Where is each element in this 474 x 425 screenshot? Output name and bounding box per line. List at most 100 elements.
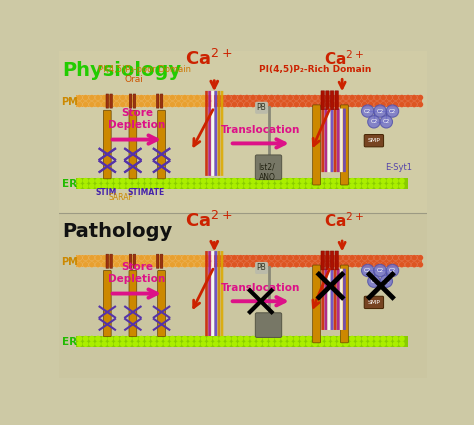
Circle shape	[176, 102, 182, 108]
Circle shape	[362, 183, 367, 189]
Circle shape	[331, 255, 337, 261]
Circle shape	[138, 183, 145, 189]
Circle shape	[331, 95, 337, 100]
Circle shape	[325, 255, 330, 261]
Circle shape	[349, 95, 355, 100]
Circle shape	[281, 95, 287, 100]
Circle shape	[76, 262, 82, 268]
Circle shape	[287, 95, 293, 100]
Circle shape	[207, 336, 212, 342]
Text: Orai: Orai	[125, 75, 144, 84]
Circle shape	[263, 255, 268, 261]
Circle shape	[76, 178, 82, 184]
Circle shape	[101, 255, 107, 261]
FancyBboxPatch shape	[328, 269, 330, 330]
Circle shape	[287, 341, 293, 347]
Circle shape	[386, 336, 392, 342]
Circle shape	[250, 336, 256, 342]
Circle shape	[337, 102, 343, 108]
Circle shape	[170, 341, 175, 347]
Circle shape	[114, 183, 119, 189]
Circle shape	[201, 341, 206, 347]
Circle shape	[176, 178, 182, 184]
Circle shape	[237, 262, 244, 268]
Circle shape	[182, 255, 188, 261]
Circle shape	[101, 262, 107, 268]
Circle shape	[138, 336, 145, 342]
Circle shape	[300, 183, 306, 189]
FancyBboxPatch shape	[76, 178, 408, 189]
Circle shape	[331, 262, 337, 268]
Circle shape	[207, 262, 212, 268]
Circle shape	[163, 102, 169, 108]
Circle shape	[331, 341, 337, 347]
FancyBboxPatch shape	[205, 91, 208, 176]
Circle shape	[263, 336, 268, 342]
Circle shape	[225, 341, 231, 347]
Circle shape	[318, 102, 324, 108]
Circle shape	[194, 255, 200, 261]
Circle shape	[269, 102, 274, 108]
Circle shape	[170, 262, 175, 268]
Circle shape	[356, 255, 361, 261]
Circle shape	[89, 255, 95, 261]
Circle shape	[126, 336, 132, 342]
FancyBboxPatch shape	[158, 110, 165, 179]
Text: Store
Depletion: Store Depletion	[108, 262, 165, 284]
Circle shape	[405, 262, 411, 268]
Circle shape	[374, 255, 380, 261]
Circle shape	[76, 183, 82, 189]
FancyBboxPatch shape	[129, 270, 137, 337]
Circle shape	[201, 95, 206, 100]
Circle shape	[281, 183, 287, 189]
Circle shape	[368, 275, 380, 287]
Circle shape	[269, 183, 274, 189]
Circle shape	[201, 183, 206, 189]
FancyBboxPatch shape	[335, 251, 338, 270]
Circle shape	[392, 341, 399, 347]
Circle shape	[287, 178, 293, 184]
Circle shape	[318, 262, 324, 268]
Circle shape	[126, 178, 132, 184]
Circle shape	[325, 102, 330, 108]
Circle shape	[108, 95, 113, 100]
Circle shape	[362, 178, 367, 184]
Circle shape	[318, 336, 324, 342]
Circle shape	[337, 183, 343, 189]
Circle shape	[231, 262, 237, 268]
Circle shape	[250, 255, 256, 261]
Circle shape	[244, 262, 250, 268]
Circle shape	[263, 183, 268, 189]
Circle shape	[392, 178, 399, 184]
Circle shape	[306, 262, 312, 268]
Circle shape	[362, 102, 367, 108]
Circle shape	[188, 178, 194, 184]
Circle shape	[207, 341, 212, 347]
Circle shape	[82, 341, 89, 347]
Circle shape	[163, 262, 169, 268]
Circle shape	[231, 183, 237, 189]
Circle shape	[237, 102, 244, 108]
Circle shape	[207, 95, 212, 100]
Circle shape	[132, 95, 138, 100]
Circle shape	[256, 255, 262, 261]
FancyBboxPatch shape	[156, 94, 159, 108]
Circle shape	[399, 102, 405, 108]
FancyBboxPatch shape	[160, 254, 163, 268]
Text: Ist2/
ANO: Ist2/ ANO	[258, 163, 275, 182]
FancyBboxPatch shape	[218, 251, 220, 336]
Circle shape	[343, 178, 349, 184]
FancyBboxPatch shape	[341, 105, 348, 185]
Circle shape	[263, 95, 268, 100]
Circle shape	[145, 336, 151, 342]
Text: C2: C2	[364, 268, 371, 273]
FancyBboxPatch shape	[343, 269, 346, 330]
FancyBboxPatch shape	[218, 91, 220, 176]
Circle shape	[194, 183, 200, 189]
FancyBboxPatch shape	[156, 254, 159, 268]
Circle shape	[343, 341, 349, 347]
FancyBboxPatch shape	[330, 251, 334, 270]
Circle shape	[108, 183, 113, 189]
Circle shape	[293, 178, 300, 184]
Circle shape	[163, 255, 169, 261]
